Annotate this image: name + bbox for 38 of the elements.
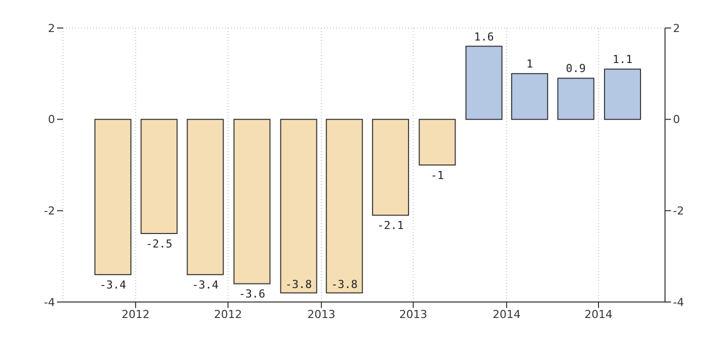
data-label: -2.5	[146, 238, 172, 250]
y-tick-label: 2	[48, 22, 55, 35]
bar	[280, 118, 318, 294]
bar	[140, 118, 178, 234]
data-label: -3.4	[100, 278, 127, 292]
bar	[233, 118, 270, 284]
y-tick-label: -4	[44, 296, 55, 309]
data-label: 0.9	[566, 62, 586, 76]
bar	[511, 73, 548, 120]
x-tick-label: 2013	[399, 308, 428, 321]
data-label: -3.4	[192, 278, 219, 292]
x-tick-label: 2014	[584, 308, 613, 321]
x-tick-label: 2012	[214, 308, 242, 321]
bar	[326, 118, 363, 294]
data-label: 1.6	[474, 30, 494, 44]
bar	[604, 68, 642, 120]
bar	[465, 46, 502, 120]
bar	[372, 118, 410, 216]
x-tick-label: 2012	[122, 308, 150, 321]
x-tick-label: 2013	[307, 308, 336, 321]
data-label: -2.1	[377, 219, 404, 232]
bar	[94, 118, 132, 276]
data-label: -3.6	[238, 288, 266, 301]
bar	[418, 118, 456, 166]
data-label: -3.8	[331, 278, 358, 291]
y2-tick-label: 0	[673, 113, 680, 126]
bar	[186, 118, 224, 276]
y2-tick-label: 2	[673, 22, 680, 35]
y2-tick-label: -4	[673, 296, 684, 309]
data-label: -3.8	[285, 278, 312, 291]
data-label: -1	[430, 169, 444, 182]
data-label: 1.1	[612, 53, 632, 66]
bar	[557, 78, 594, 120]
y2-tick-label: -2	[673, 204, 684, 218]
y-tick-label: -2	[44, 204, 55, 218]
x-tick-label: 2014	[492, 308, 521, 321]
y-tick-label: 0	[48, 113, 55, 126]
data-label: 1	[526, 58, 533, 71]
